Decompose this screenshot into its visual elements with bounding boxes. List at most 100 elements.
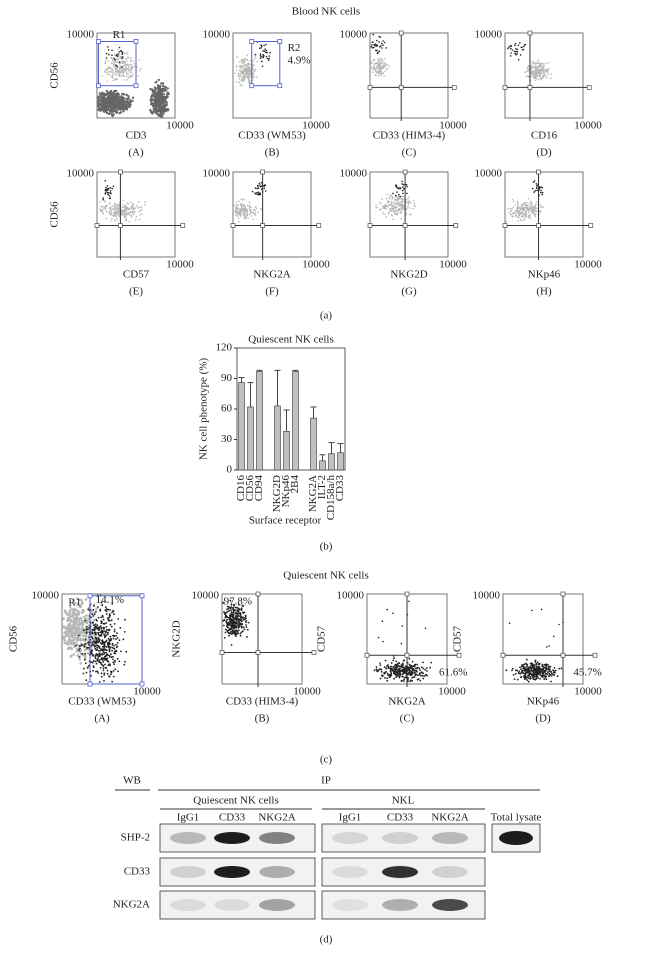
quadrant-handle (231, 224, 235, 228)
dot (409, 672, 411, 674)
quadrant-handle (261, 170, 265, 174)
dot (101, 663, 103, 665)
dot (100, 622, 102, 624)
dot (241, 626, 243, 628)
dot (103, 643, 105, 645)
dot (105, 606, 107, 608)
bar (320, 461, 326, 470)
y-max-label: 10000 (473, 590, 501, 602)
dot (74, 622, 77, 625)
dot (515, 43, 517, 45)
dot (521, 216, 523, 218)
dot (247, 64, 249, 66)
dot (535, 62, 537, 64)
dot (130, 70, 132, 72)
dot (539, 673, 541, 675)
dot (382, 40, 384, 42)
dot (396, 674, 398, 676)
dot (400, 680, 402, 682)
dot (376, 669, 378, 671)
dot (87, 639, 90, 642)
dot (229, 628, 231, 630)
dot (533, 209, 535, 211)
dot (420, 672, 422, 674)
gate-handle (97, 40, 101, 44)
dot (104, 71, 106, 73)
x-tick-label: CD94 (253, 475, 265, 502)
dot (521, 671, 523, 673)
dot (543, 67, 545, 69)
dot (250, 210, 252, 212)
dot (108, 192, 110, 194)
dot (536, 187, 538, 189)
dot (409, 674, 411, 676)
dot (239, 626, 241, 628)
dot (262, 66, 264, 68)
dot (392, 219, 394, 221)
dot (384, 42, 386, 44)
dot (547, 74, 549, 76)
dot (114, 59, 116, 61)
dot (103, 646, 105, 648)
dot (98, 617, 100, 619)
dot (390, 675, 392, 677)
dot (237, 623, 239, 625)
dot (125, 58, 127, 60)
dot (91, 631, 93, 633)
dot (105, 60, 107, 62)
dot (541, 194, 543, 196)
dot (526, 659, 528, 661)
dot (525, 207, 527, 209)
dot (129, 208, 131, 210)
dot (531, 667, 533, 669)
dot (250, 207, 252, 209)
dot (105, 646, 107, 648)
quadrant-handle (403, 170, 407, 174)
dot (162, 109, 164, 111)
dot (397, 202, 399, 204)
dot (372, 34, 374, 36)
dot (122, 204, 124, 206)
dot (237, 627, 239, 629)
dot (240, 68, 242, 70)
quadrant-handle (368, 224, 372, 228)
dot (249, 60, 251, 62)
dot (97, 641, 99, 643)
gate-label: R1 (68, 597, 81, 609)
dot (106, 112, 108, 114)
dot (550, 671, 552, 673)
dot (255, 210, 257, 212)
gate-handle (97, 84, 101, 88)
dot (514, 45, 516, 47)
row-label: NKG2A (113, 899, 150, 911)
dot (398, 194, 400, 196)
dot (519, 42, 521, 44)
dot (417, 679, 419, 681)
dot (541, 187, 543, 189)
dot (539, 63, 541, 65)
dot (107, 664, 109, 666)
dot (110, 671, 112, 673)
dot (243, 619, 245, 621)
dot (229, 610, 231, 612)
y-max-label: 10000 (203, 29, 231, 41)
dot (243, 59, 245, 61)
dot (259, 193, 261, 195)
dot (401, 643, 403, 645)
dot (128, 57, 130, 59)
dot (113, 58, 115, 60)
dot (515, 214, 517, 216)
dot (424, 669, 426, 671)
dot (94, 631, 96, 633)
dot (112, 205, 114, 207)
dot (508, 46, 510, 48)
dot (235, 214, 237, 216)
dot (422, 662, 424, 664)
dot (545, 63, 547, 65)
dot (110, 209, 112, 211)
dot (525, 663, 527, 665)
dot (379, 202, 381, 204)
dot (538, 67, 540, 69)
dot (528, 215, 530, 217)
dot (100, 649, 102, 651)
